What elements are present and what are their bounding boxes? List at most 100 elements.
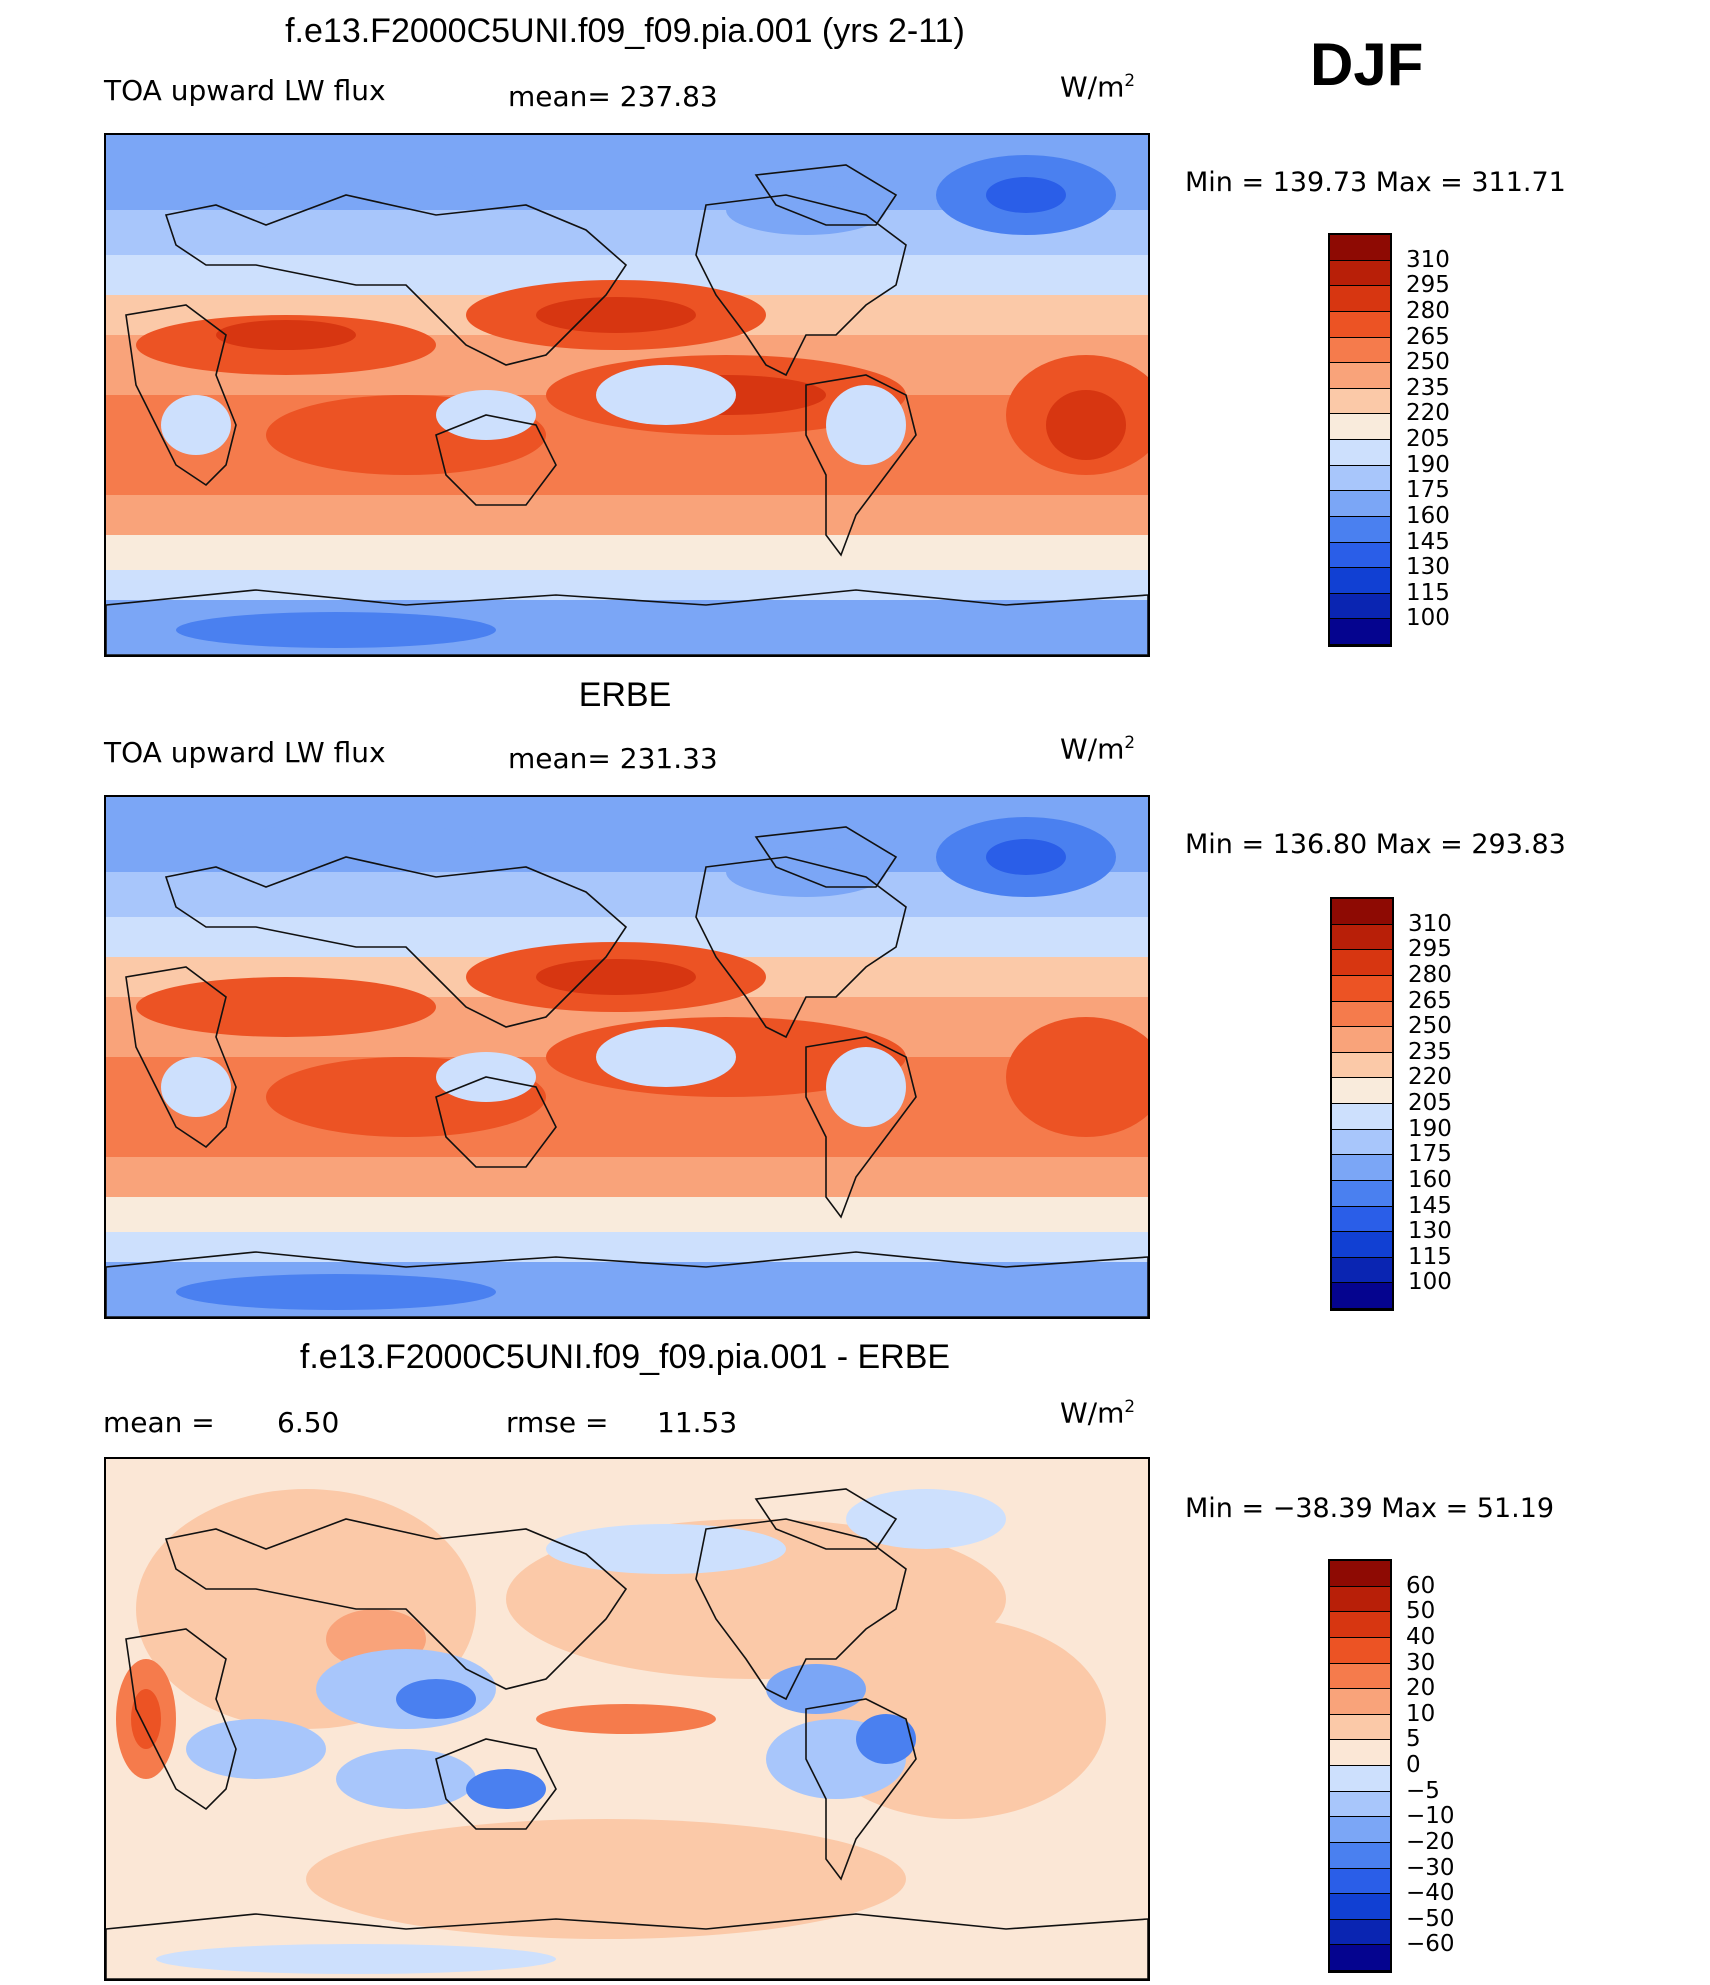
colorbar-tick-label: 190	[1406, 451, 1450, 478]
colorbar-tick-label: 310	[1408, 910, 1452, 937]
colorbar-tick-label: 160	[1406, 502, 1450, 529]
colorbar-swatch	[1332, 1232, 1392, 1258]
colorbar-swatch	[1330, 1945, 1390, 1971]
colorbar-tick-label: 100	[1408, 1269, 1452, 1296]
colorbar-swatch	[1330, 388, 1390, 415]
coastline	[805, 1698, 917, 1881]
colorbar-swatch	[1330, 440, 1390, 466]
colorbar-swatch	[1332, 975, 1392, 1002]
contour-region	[136, 977, 436, 1037]
coastline	[754, 164, 898, 226]
panel-1-map	[104, 133, 1150, 657]
coastline	[164, 856, 628, 1028]
colorbar-swatch	[1330, 1766, 1390, 1792]
contour-region	[536, 297, 696, 333]
panel-3-units: W/m2	[1060, 1396, 1136, 1430]
coastline	[164, 194, 628, 366]
panel-1-mean-label: mean= 237.83	[508, 80, 718, 113]
colorbar-swatch	[1332, 1257, 1392, 1284]
colorbar-swatch	[1332, 1052, 1392, 1079]
coastline	[695, 856, 907, 1039]
colorbar-tick-label: 130	[1406, 554, 1450, 581]
colorbar-swatch	[1332, 1129, 1392, 1156]
colorbar-swatch	[1330, 1714, 1390, 1741]
colorbar-swatch	[1332, 1180, 1392, 1207]
colorbar-tick-label: 265	[1406, 323, 1450, 350]
contour-band	[106, 1197, 1148, 1232]
colorbar-tick-label: 115	[1408, 1243, 1452, 1270]
colorbar-swatch	[1330, 1561, 1390, 1587]
colorbar-tick-label: 235	[1406, 374, 1450, 401]
colorbar-swatch	[1330, 542, 1390, 569]
contour-region	[161, 1057, 231, 1117]
coastline	[435, 414, 557, 506]
colorbar-tick-label: 100	[1406, 605, 1450, 632]
colorbar-swatch	[1330, 465, 1390, 492]
panel-1-units: W/m2	[1060, 70, 1136, 104]
panel-3-colorbar	[1328, 1559, 1392, 1973]
panel-2-units: W/m2	[1060, 732, 1136, 766]
colorbar-swatch	[1330, 1689, 1390, 1715]
contour-region	[186, 1719, 326, 1779]
coastline	[125, 304, 237, 487]
contour-band	[106, 495, 1148, 535]
contour-region	[536, 1704, 716, 1734]
colorbar-swatch	[1332, 924, 1392, 951]
contour-region	[236, 822, 476, 862]
colorbar-swatch	[1332, 1001, 1392, 1028]
panel-2-mean-label: mean= 231.33	[508, 742, 718, 775]
colorbar-tick-label: 60	[1406, 1572, 1436, 1599]
colorbar-swatch	[1330, 260, 1390, 287]
colorbar-swatch	[1330, 1894, 1390, 1920]
contour-band	[106, 535, 1148, 570]
coastline	[805, 374, 917, 557]
colorbar-tick-label: −40	[1406, 1880, 1455, 1907]
coastline	[695, 194, 907, 377]
colorbar-tick-label: 115	[1406, 579, 1450, 606]
colorbar-swatch	[1330, 363, 1390, 389]
colorbar-tick-label: 235	[1408, 1038, 1452, 1065]
colorbar-tick-label: 20	[1406, 1675, 1436, 1702]
panel-2-variable-label: TOA upward LW flux	[104, 736, 386, 769]
colorbar-swatch	[1332, 899, 1392, 925]
coastline	[125, 1628, 237, 1811]
contour-region	[336, 1749, 476, 1809]
colorbar-tick-label: 160	[1408, 1166, 1452, 1193]
coastline	[754, 1488, 898, 1550]
contour-region	[1046, 390, 1126, 460]
contour-region	[216, 320, 356, 350]
contour-region	[826, 385, 906, 465]
colorbar-tick-label: 190	[1408, 1115, 1452, 1142]
contour-region	[176, 612, 496, 648]
colorbar-swatch	[1330, 1637, 1390, 1664]
coastline	[805, 1036, 917, 1219]
colorbar-swatch	[1332, 1283, 1392, 1309]
panel-3-minmax: Min = −38.39 Max = 51.19	[1185, 1493, 1555, 1524]
colorbar-tick-label: 5	[1406, 1726, 1421, 1753]
colorbar-swatch	[1330, 1586, 1390, 1613]
colorbar-tick-label: 250	[1408, 1013, 1452, 1040]
colorbar-swatch	[1330, 1868, 1390, 1895]
colorbar-swatch	[1332, 1155, 1392, 1181]
panel-3-mean-label: mean =	[103, 1406, 215, 1439]
panel-1-colorbar	[1328, 233, 1392, 647]
colorbar-swatch	[1330, 619, 1390, 645]
panel-3-map	[104, 1457, 1150, 1981]
contour-region	[546, 1524, 786, 1574]
colorbar-swatch	[1330, 414, 1390, 440]
panel-3-mean-value: 6.50	[277, 1406, 340, 1439]
colorbar-swatch	[1330, 516, 1390, 543]
colorbar-tick-label: 310	[1406, 246, 1450, 273]
panel-2-map	[104, 795, 1150, 1319]
contour-region	[466, 1769, 546, 1809]
colorbar-tick-label: 50	[1406, 1598, 1436, 1625]
colorbar-swatch	[1330, 1919, 1390, 1946]
colorbar-tick-label: 250	[1406, 349, 1450, 376]
contour-region	[826, 1047, 906, 1127]
colorbar-tick-label: 205	[1408, 1090, 1452, 1116]
colorbar-swatch	[1330, 337, 1390, 364]
contour-region	[536, 959, 696, 995]
colorbar-swatch	[1332, 1027, 1392, 1053]
panel-3-rmse-value: 11.53	[657, 1406, 738, 1439]
contour-region	[846, 1489, 1006, 1549]
